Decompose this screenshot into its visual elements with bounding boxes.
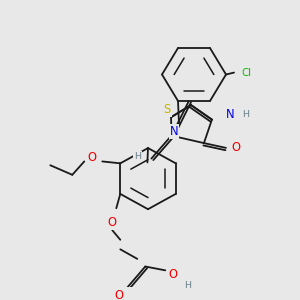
Text: O: O — [169, 268, 178, 281]
Text: O: O — [231, 141, 240, 154]
Text: O: O — [88, 151, 97, 164]
Text: S: S — [164, 103, 171, 116]
Text: Cl: Cl — [241, 68, 251, 78]
Text: O: O — [108, 216, 117, 229]
Text: N: N — [170, 125, 178, 138]
Text: O: O — [115, 289, 124, 300]
Text: N: N — [226, 108, 234, 121]
Text: H: H — [242, 110, 249, 119]
Text: H: H — [134, 152, 141, 161]
Text: H: H — [184, 281, 191, 290]
